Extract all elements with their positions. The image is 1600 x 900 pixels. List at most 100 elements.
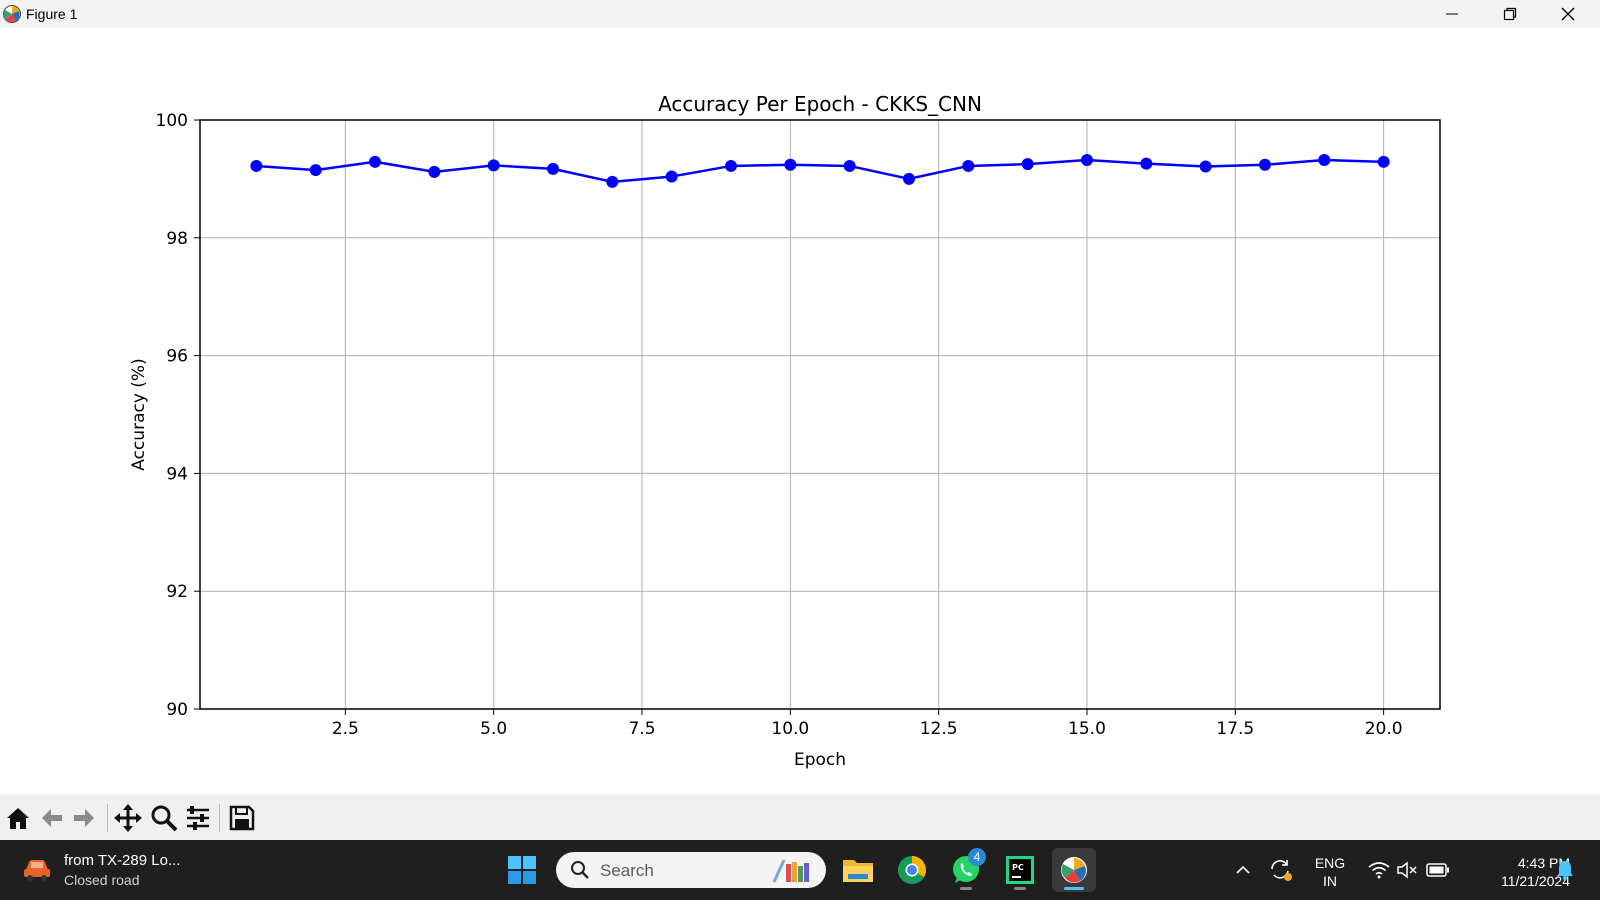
data-point (1377, 155, 1390, 168)
x-tick-label: 5.0 (480, 719, 507, 739)
restore-icon (1503, 7, 1517, 21)
y-tick-label: 94 (166, 464, 188, 484)
configure-subplots-icon (187, 806, 209, 830)
active-indicator (1064, 887, 1084, 890)
x-tick-label: 7.5 (628, 719, 655, 739)
taskbar-whatsapp[interactable]: 4 (944, 848, 988, 892)
close-button[interactable] (1540, 0, 1596, 28)
taskbar-search[interactable]: Search (556, 852, 826, 888)
clock-time: 4:43 PM (1517, 855, 1570, 871)
data-point (902, 172, 915, 185)
pan-button[interactable] (112, 802, 144, 834)
back-arrow-icon (42, 809, 62, 827)
wifi-icon (1368, 862, 1390, 879)
news-headline: from TX-289 Lo... (64, 852, 181, 869)
x-tick-label: 20.0 (1365, 719, 1403, 739)
svg-text:PC: PC (1012, 863, 1024, 872)
data-point (428, 165, 441, 178)
data-point (487, 159, 500, 172)
minimize-button[interactable] (1424, 0, 1480, 28)
taskbar-matplotlib-figure[interactable] (1052, 848, 1096, 892)
data-point (250, 159, 263, 172)
news-subtitle: Closed road (64, 872, 140, 888)
folder-icon (843, 860, 873, 882)
zoom-icon (151, 805, 178, 832)
news-widget[interactable]: from TX-289 Lo... Closed road (20, 850, 220, 890)
x-tick-label: 17.5 (1216, 719, 1254, 739)
battery-status[interactable] (1424, 850, 1452, 890)
sync-status-button[interactable] (1266, 850, 1296, 890)
forward-arrow-icon (74, 809, 94, 827)
battery-icon (1426, 863, 1449, 877)
speaker-muted-icon (1397, 861, 1417, 879)
region-code: IN (1323, 873, 1337, 889)
data-point (962, 159, 975, 172)
notifications-button[interactable] (1552, 850, 1578, 890)
back-button[interactable] (36, 802, 68, 834)
show-hidden-icons-button[interactable] (1232, 850, 1254, 890)
clock-date: 11/21/2024 (1500, 873, 1570, 889)
restore-button[interactable] (1482, 0, 1538, 28)
toolbar-separator (219, 804, 220, 832)
data-point (547, 162, 560, 175)
forward-button[interactable] (68, 802, 100, 834)
save-icon (229, 805, 255, 831)
configure-subplots-button[interactable] (182, 802, 214, 834)
y-tick-label: 96 (166, 347, 188, 367)
data-point (1199, 160, 1212, 173)
data-point (665, 170, 678, 183)
data-point (784, 158, 797, 171)
data-point (1080, 154, 1093, 167)
sync-icon (1271, 860, 1292, 881)
y-tick-label: 98 (166, 229, 188, 249)
series-line (256, 158, 1384, 184)
x-tick-label: 12.5 (920, 719, 958, 739)
data-point (843, 159, 856, 172)
taskbar-pycharm[interactable]: PC (998, 848, 1042, 892)
taskbar-chrome[interactable] (890, 848, 934, 892)
toolbar-separator (107, 804, 108, 832)
books-icon (772, 859, 809, 883)
save-button[interactable] (226, 802, 258, 834)
notification-badge: 4 (968, 848, 986, 866)
pan-icon (114, 804, 142, 832)
line-chart: 2.5 5.0 7.5 10.0 12.5 15.0 17.5 20.0 90 92 94 96 98 1… (129, 92, 1441, 770)
chrome-icon (898, 856, 926, 884)
x-tick-label: 10.0 (771, 719, 809, 739)
input-language-indicator[interactable]: ENG IN (1302, 854, 1358, 890)
x-tick-label: 2.5 (332, 719, 359, 739)
windows-taskbar: from TX-289 Lo... Closed road Search 4 (0, 840, 1600, 900)
chart-title: Accuracy Per Epoch - CKKS_CNN (658, 92, 982, 116)
windows-logo-icon (508, 856, 536, 884)
x-axis-label: Epoch (794, 750, 846, 770)
x-tick-label: 15.0 (1068, 719, 1106, 739)
figure-canvas[interactable]: 2.5 5.0 7.5 10.0 12.5 15.0 17.5 20.0 90 92 94 96 98 1… (0, 28, 1600, 794)
search-placeholder: Search (600, 861, 654, 880)
minimize-icon (1446, 13, 1458, 15)
data-point (369, 155, 382, 168)
close-icon (1561, 7, 1575, 21)
data-point (725, 159, 738, 172)
car-icon (24, 860, 50, 881)
system-clock[interactable]: 4:43 PM 11/21/2024 (1460, 854, 1570, 890)
data-point (1140, 157, 1153, 170)
navigation-toolbar (0, 794, 1600, 840)
bell-icon (1557, 861, 1573, 881)
home-icon (7, 808, 29, 829)
window-titlebar: Figure 1 (0, 0, 1600, 28)
data-point (1021, 158, 1034, 171)
pycharm-icon: PC (1006, 856, 1034, 884)
chevron-up-icon (1236, 865, 1250, 874)
taskbar-file-explorer[interactable] (836, 848, 880, 892)
volume-status[interactable] (1394, 850, 1420, 890)
matplotlib-icon (1061, 857, 1087, 883)
wifi-status[interactable] (1366, 850, 1392, 890)
y-axis-label: Accuracy (%) (129, 358, 149, 470)
language-code: ENG (1314, 855, 1346, 871)
y-tick-label: 90 (166, 700, 188, 720)
home-button[interactable] (2, 802, 34, 834)
data-point (606, 175, 619, 188)
plot-frame (199, 119, 1441, 710)
zoom-button[interactable] (148, 802, 180, 834)
start-button[interactable] (500, 848, 544, 892)
